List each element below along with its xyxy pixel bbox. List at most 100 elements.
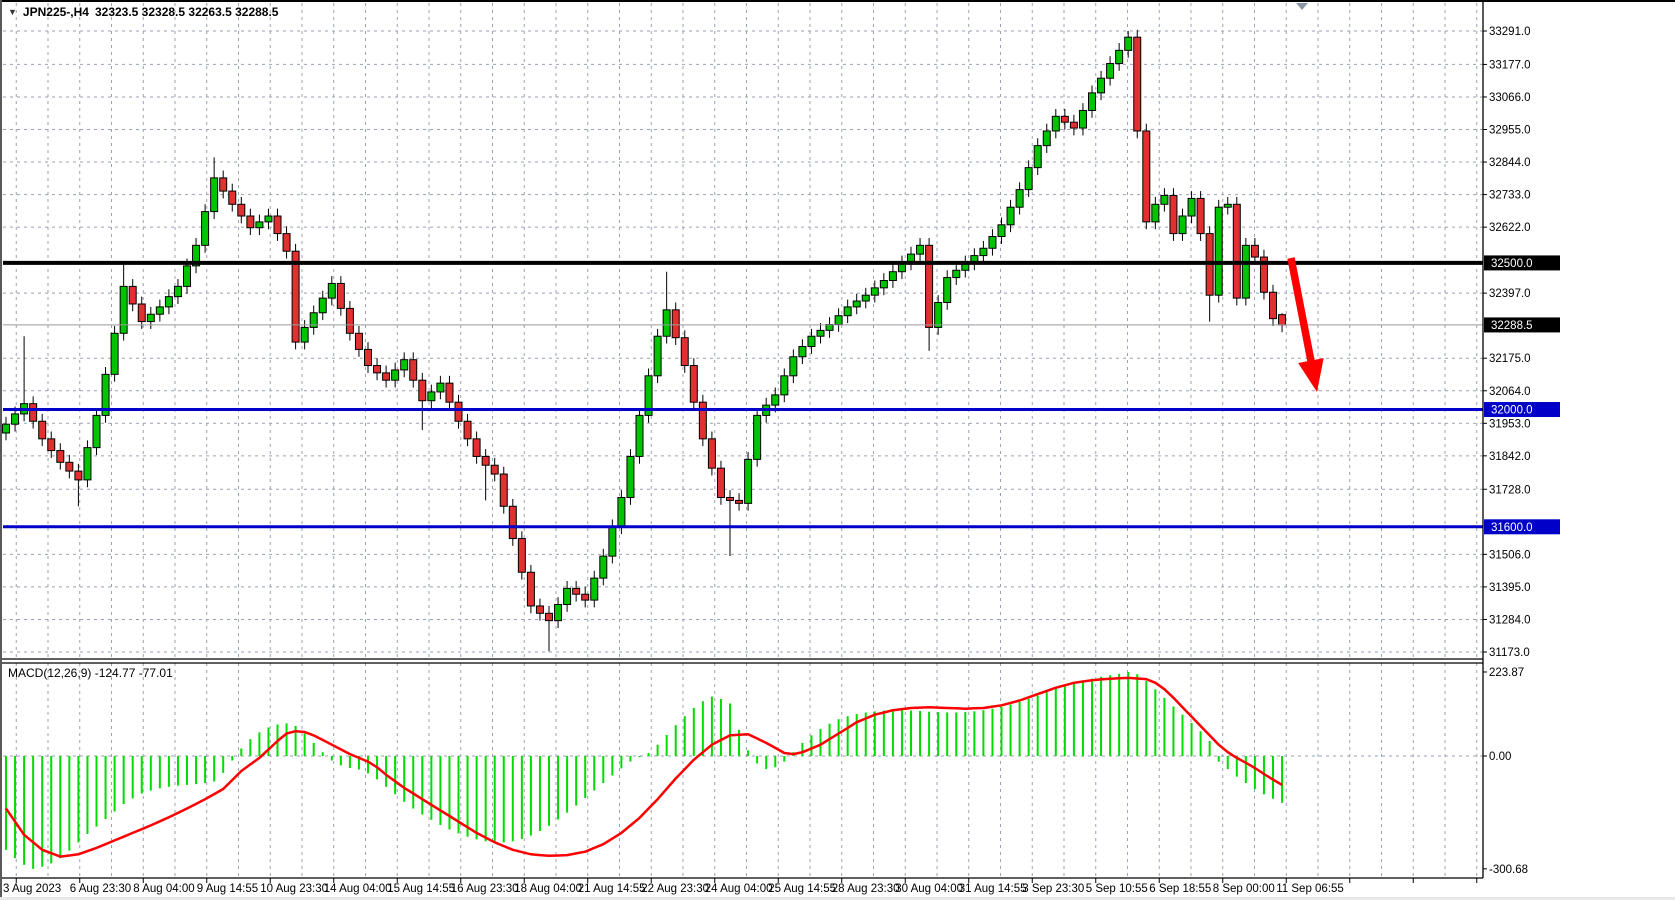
- candle: [1169, 188, 1178, 241]
- date-tick-label: 5 Sep 10:55: [1086, 883, 1148, 895]
- candle: [1278, 313, 1287, 333]
- candle: [318, 290, 327, 321]
- candle: [1223, 196, 1232, 215]
- chart-shift-marker-icon[interactable]: [1296, 3, 1308, 10]
- candle: [599, 548, 608, 586]
- symbol-dropdown-icon[interactable]: ▼: [8, 7, 17, 17]
- candle: [418, 372, 427, 431]
- candle: [671, 302, 680, 346]
- candle: [1042, 123, 1051, 153]
- price-tick-label: 32955.0: [1489, 125, 1531, 137]
- down-arrow-annotation[interactable]: [1287, 257, 1316, 366]
- candle: [1115, 43, 1124, 71]
- candle: [1124, 31, 1133, 58]
- candle: [626, 449, 635, 505]
- price-label-box: 32000.0: [1484, 402, 1560, 418]
- candle: [952, 262, 961, 285]
- candle: [861, 287, 870, 309]
- candle: [327, 276, 336, 306]
- candle: [1269, 284, 1277, 326]
- price-tick-label: 33177.0: [1489, 59, 1531, 71]
- candle: [1259, 249, 1268, 300]
- price-tick-label: 32844.0: [1489, 157, 1531, 169]
- candle: [282, 226, 291, 259]
- date-tick-label: 21 Aug 14:55: [578, 883, 646, 895]
- candle: [517, 531, 526, 580]
- candle: [554, 597, 563, 628]
- window-left-border: [0, 0, 2, 900]
- candle: [744, 452, 753, 511]
- candle: [137, 296, 146, 329]
- candle: [789, 349, 798, 384]
- candle: [943, 270, 952, 310]
- candle: [445, 375, 454, 410]
- candle: [119, 262, 128, 341]
- date-tick-label: 6 Aug 23:30: [70, 883, 131, 895]
- candle: [336, 276, 345, 316]
- date-tick-label: 22 Aug 23:30: [641, 883, 709, 895]
- candle: [572, 581, 581, 602]
- date-tick-label: 15 Aug 14:55: [387, 883, 455, 895]
- price-label-box: 31600.0: [1484, 519, 1560, 535]
- date-tick-label: 30 Aug 04:00: [895, 883, 963, 895]
- candle: [2, 416, 10, 441]
- candle: [74, 463, 83, 507]
- candle: [246, 208, 255, 236]
- candle: [56, 443, 65, 470]
- candle: [47, 431, 56, 458]
- candle: [65, 454, 74, 479]
- candle: [1024, 160, 1033, 197]
- candle: [581, 586, 590, 608]
- macd-indicator-label: MACD(12,26,9) -124.77 -77.01: [8, 666, 173, 680]
- price-tick-label: 32733.0: [1489, 190, 1531, 202]
- price-label-box: 32288.5: [1484, 317, 1560, 333]
- date-tick-label: 28 Aug 23:30: [832, 883, 900, 895]
- grid: [3, 3, 1483, 878]
- candle: [490, 457, 499, 482]
- candle: [852, 293, 861, 315]
- candle: [689, 358, 698, 410]
- price-tick-label: 32175.0: [1489, 353, 1531, 365]
- date-tick-label: 25 Aug 14:55: [768, 883, 836, 895]
- candle: [427, 384, 436, 409]
- date-tick-label: 18 Aug 04:00: [514, 883, 582, 895]
- candle: [291, 243, 300, 350]
- candle: [1205, 226, 1214, 322]
- candle: [400, 352, 409, 378]
- price-tick-label: 31728.0: [1489, 484, 1531, 496]
- candle: [780, 368, 789, 403]
- date-tick-label: 16 Aug 23:30: [451, 883, 519, 895]
- candle: [807, 328, 816, 354]
- candle: [345, 301, 354, 341]
- candle: [644, 368, 653, 423]
- candle: [508, 498, 517, 546]
- date-tick-label: 8 Sep 00:00: [1213, 883, 1275, 895]
- date-tick-label: 9 Aug 14:55: [197, 883, 258, 895]
- window-bottom-strip: [0, 897, 1675, 900]
- date-tick-label: 6 Sep 18:55: [1149, 883, 1211, 895]
- candle: [707, 431, 716, 476]
- candle: [1097, 70, 1106, 101]
- candle: [545, 605, 553, 652]
- candle: [409, 352, 418, 388]
- price-tick-label: 33291.0: [1489, 26, 1531, 38]
- candle: [716, 460, 725, 505]
- macd-tick-label: 223.87: [1489, 667, 1524, 679]
- window-top-border: [0, 0, 1675, 2]
- candle: [228, 183, 237, 212]
- svg-text:31600.0: 31600.0: [1491, 522, 1533, 534]
- candle: [146, 306, 155, 329]
- candle: [653, 328, 662, 384]
- candle: [1196, 191, 1205, 241]
- svg-text:32288.5: 32288.5: [1491, 320, 1533, 332]
- date-tick-label: 11 Sep 06:55: [1276, 883, 1344, 895]
- candle: [472, 431, 481, 464]
- candle: [1015, 182, 1024, 215]
- candle: [309, 305, 318, 335]
- candle: [879, 273, 888, 296]
- candle: [970, 248, 979, 271]
- candle: [843, 299, 852, 324]
- candle: [798, 339, 807, 365]
- candle: [1160, 188, 1169, 212]
